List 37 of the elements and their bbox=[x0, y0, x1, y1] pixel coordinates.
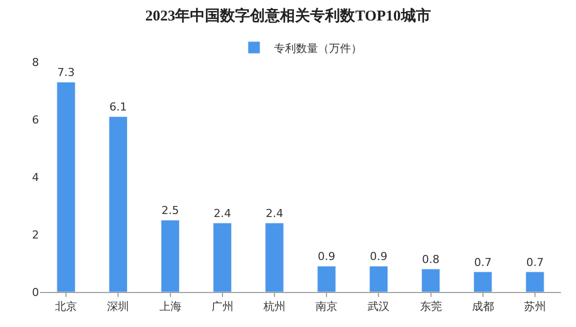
y-tick-label: 6 bbox=[32, 113, 39, 126]
bar bbox=[369, 266, 388, 292]
data-label: 6.1 bbox=[109, 100, 127, 114]
x-tick-label: 南京 bbox=[316, 300, 338, 314]
bar bbox=[317, 266, 336, 292]
data-label: 0.7 bbox=[474, 256, 492, 269]
data-label: 7.3 bbox=[57, 66, 75, 80]
y-tick-label: 4 bbox=[32, 170, 39, 184]
y-tick-label: 0 bbox=[32, 286, 39, 299]
data-label: 2.5 bbox=[162, 204, 179, 218]
chart-title: 2023年中国数字创意相关专利数TOP10城市 bbox=[145, 6, 431, 24]
x-tick-label: 苏州 bbox=[524, 300, 546, 314]
x-tick-label: 深圳 bbox=[107, 300, 130, 314]
bar bbox=[526, 272, 544, 292]
x-tick-label: 武汉 bbox=[368, 300, 390, 314]
data-label: 2.4 bbox=[214, 207, 232, 220]
x-tick-label: 成都 bbox=[472, 300, 494, 314]
x-tick-label: 广州 bbox=[211, 300, 234, 314]
data-label: 0.7 bbox=[526, 256, 544, 269]
data-label: 0.9 bbox=[370, 250, 388, 264]
x-tick-label: 上海 bbox=[159, 300, 182, 314]
bar bbox=[212, 222, 232, 292]
y-tick-label: 2 bbox=[32, 228, 39, 242]
x-tick-label: 东莞 bbox=[420, 300, 442, 314]
legend-label: 专利数量（万件） bbox=[274, 42, 362, 55]
data-label: 0.9 bbox=[318, 250, 336, 264]
x-tick-label: 杭州 bbox=[262, 300, 286, 314]
bar bbox=[108, 116, 128, 292]
data-label: 2.4 bbox=[266, 207, 284, 220]
data-label: 0.8 bbox=[422, 253, 440, 266]
bar bbox=[160, 220, 180, 292]
bar bbox=[56, 82, 76, 292]
bar bbox=[473, 272, 492, 292]
y-tick-label: 8 bbox=[32, 56, 39, 69]
bar bbox=[265, 222, 284, 292]
bar bbox=[421, 268, 440, 292]
x-tick-label: 北京 bbox=[55, 300, 78, 314]
